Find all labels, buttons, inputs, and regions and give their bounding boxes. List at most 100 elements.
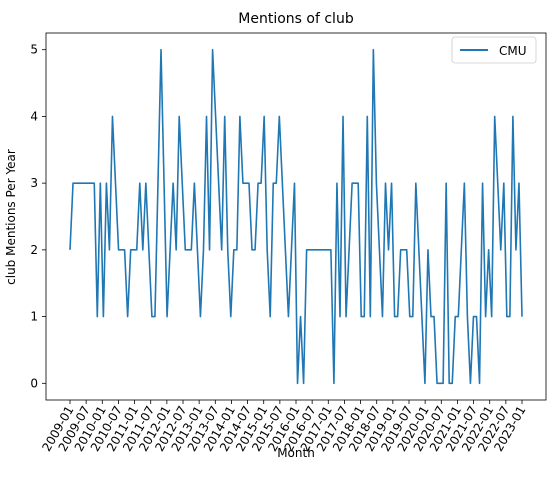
data-point: [75, 183, 76, 184]
y-axis: 0 1 2 3 4 5: [30, 43, 46, 390]
data-point: [221, 249, 222, 250]
x-axis-label: Month: [277, 446, 315, 460]
data-point: [242, 183, 243, 184]
data-point: [136, 249, 137, 250]
data-point: [182, 183, 183, 184]
data-point: [85, 183, 86, 184]
y-tick-label: 2: [30, 243, 38, 257]
data-point: [458, 316, 459, 317]
series-layer: [69, 48, 523, 385]
legend: CMU: [451, 36, 537, 64]
data-point: [72, 183, 73, 184]
y-axis-label: club Mentions Per Year: [4, 149, 18, 285]
data-point: [321, 249, 322, 250]
data-point: [494, 116, 495, 117]
data-point: [145, 183, 146, 184]
data-point: [151, 316, 152, 317]
data-point: [88, 183, 89, 184]
data-point: [376, 183, 377, 184]
data-point: [394, 316, 395, 317]
y-tick-label: 3: [30, 176, 38, 190]
legend-box: [451, 36, 537, 64]
data-point: [127, 316, 128, 317]
data-point: [433, 316, 434, 317]
legend-label-cmu: CMU: [499, 44, 527, 58]
data-point: [118, 249, 119, 250]
data-point: [370, 316, 371, 317]
data-point: [449, 383, 450, 384]
data-point: [154, 316, 155, 317]
data-point: [203, 249, 204, 250]
data-point: [279, 116, 280, 117]
data-point: [327, 249, 328, 250]
data-point: [233, 249, 234, 250]
data-point: [479, 383, 480, 384]
chart-title: Mentions of club: [238, 11, 354, 27]
data-point: [467, 316, 468, 317]
series-line-cmu: [69, 48, 523, 385]
data-point: [342, 116, 343, 117]
data-point: [170, 249, 171, 250]
data-point: [488, 249, 489, 250]
data-point: [176, 249, 177, 250]
y-tick-label: 4: [30, 109, 38, 123]
data-point: [443, 383, 444, 384]
data-point: [82, 183, 83, 184]
data-point: [166, 316, 167, 317]
data-point: [251, 249, 252, 250]
data-point: [261, 183, 262, 184]
data-point: [452, 383, 453, 384]
data-point: [379, 249, 380, 250]
data-point: [388, 249, 389, 250]
data-point: [315, 249, 316, 250]
data-point: [276, 183, 277, 184]
data-point: [179, 116, 180, 117]
data-point: [497, 183, 498, 184]
data-point: [130, 249, 131, 250]
data-point: [91, 183, 92, 184]
data-point: [215, 116, 216, 117]
data-point: [157, 183, 158, 184]
data-point: [476, 316, 477, 317]
data-point: [461, 249, 462, 250]
data-point: [430, 316, 431, 317]
data-point: [318, 249, 319, 250]
data-point: [345, 316, 346, 317]
data-point: [248, 183, 249, 184]
data-point: [506, 316, 507, 317]
data-point: [197, 249, 198, 250]
data-point: [424, 383, 425, 384]
data-point: [254, 249, 255, 250]
data-point: [358, 183, 359, 184]
data-point: [418, 249, 419, 250]
data-point: [455, 316, 456, 317]
data-point: [306, 249, 307, 250]
data-point: [109, 249, 110, 250]
data-point: [270, 316, 271, 317]
data-point: [446, 183, 447, 184]
data-point: [103, 316, 104, 317]
data-point: [470, 383, 471, 384]
data-point: [185, 249, 186, 250]
data-point: [421, 316, 422, 317]
data-point: [333, 383, 334, 384]
data-point: [518, 183, 519, 184]
data-point: [336, 183, 337, 184]
data-point: [361, 316, 362, 317]
data-point: [406, 249, 407, 250]
data-point: [245, 183, 246, 184]
data-point: [400, 249, 401, 250]
data-point: [512, 116, 513, 117]
plot-frame: [45, 32, 547, 401]
data-point: [163, 183, 164, 184]
data-point: [124, 249, 125, 250]
data-point: [485, 316, 486, 317]
data-point: [227, 249, 228, 250]
data-point: [230, 316, 231, 317]
data-point: [285, 249, 286, 250]
data-point: [509, 316, 510, 317]
data-point: [100, 183, 101, 184]
data-point: [133, 249, 134, 250]
data-point: [427, 249, 428, 250]
data-point: [330, 249, 331, 250]
